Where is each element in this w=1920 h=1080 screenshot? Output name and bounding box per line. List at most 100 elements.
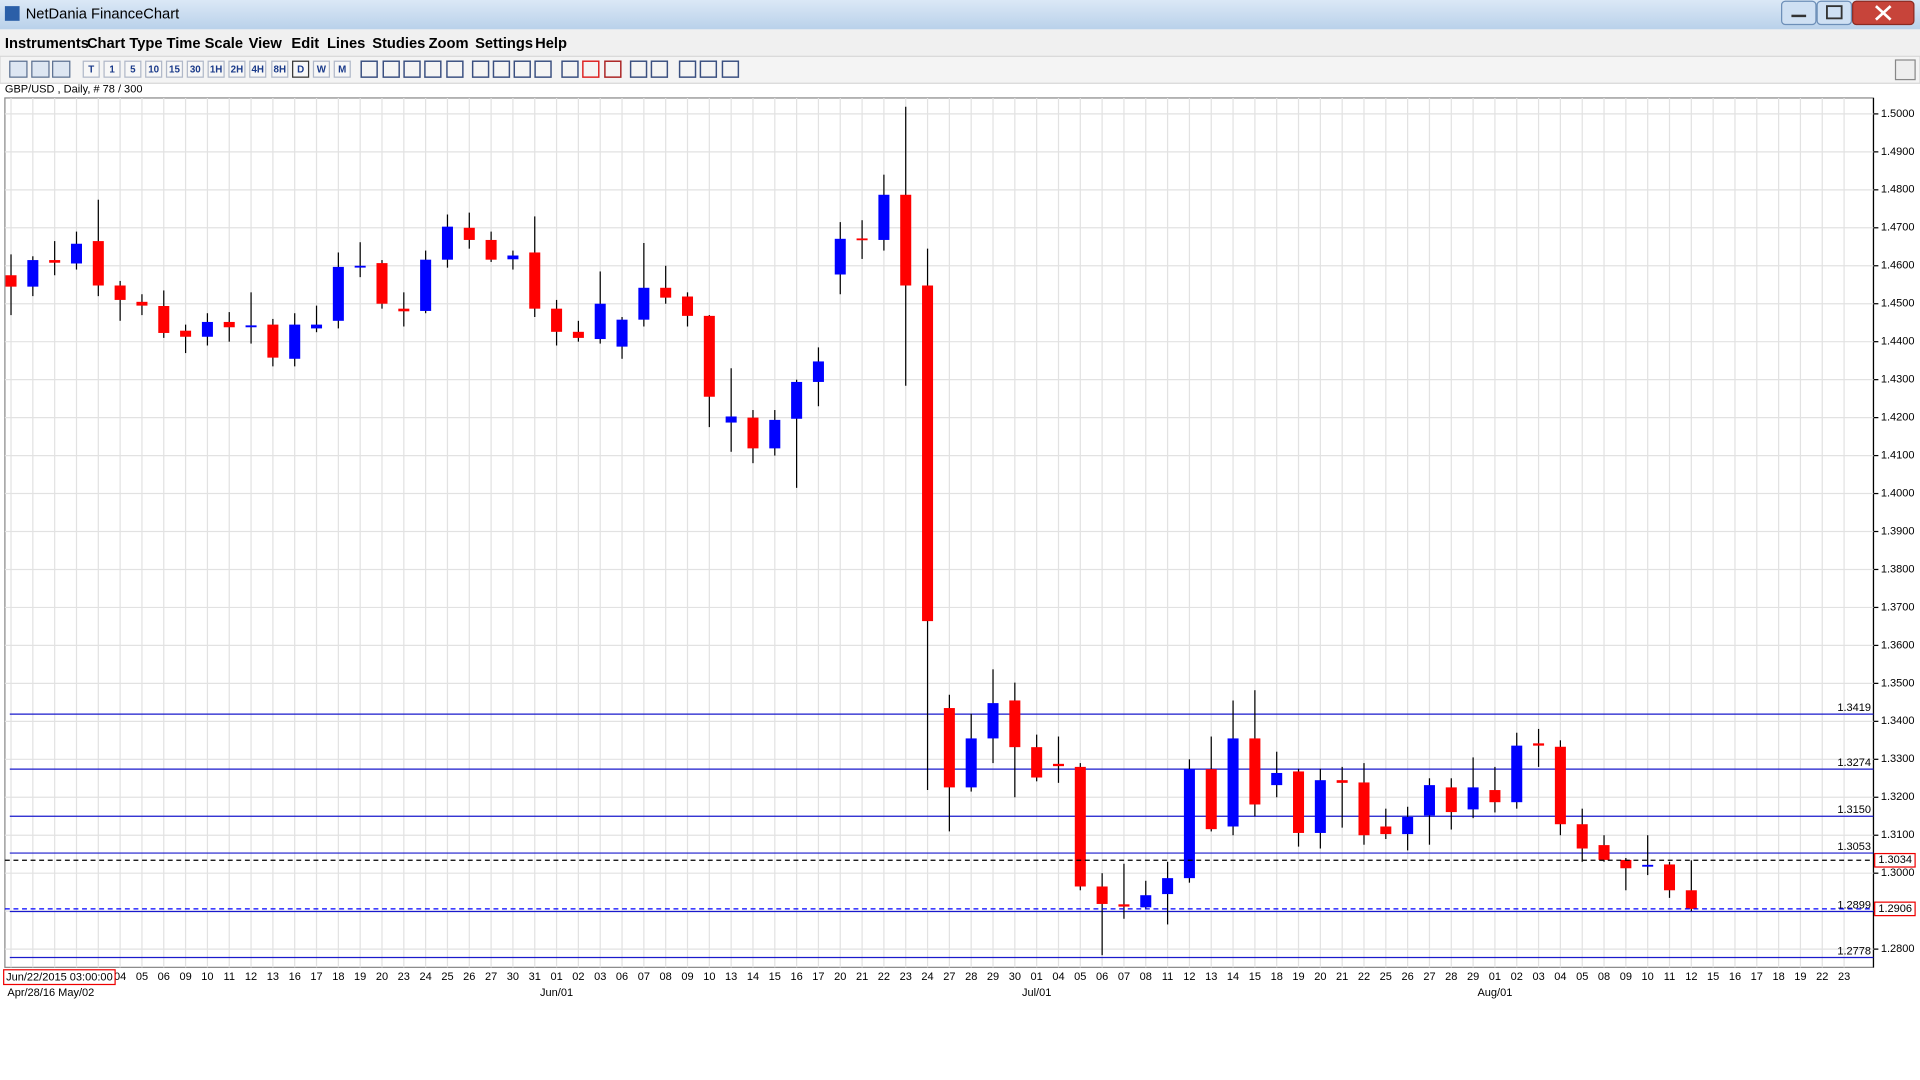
timeframe-button[interactable] (124, 60, 142, 78)
menu-item[interactable]: Edit (291, 36, 319, 52)
candle-body (922, 285, 934, 622)
y-tick-label: 1.3300 (1881, 753, 1915, 765)
x-tick-label: 15 (1249, 971, 1261, 983)
toolbar-icon[interactable] (561, 60, 579, 78)
timeframe-label: 30 (190, 64, 201, 75)
x-tick-label: 02 (572, 971, 584, 983)
x-tick-label: 29 (987, 971, 999, 983)
y-tick-label: 1.4300 (1881, 374, 1915, 386)
timeframe-label: 1H (210, 64, 223, 75)
toolbar-icon[interactable] (534, 60, 552, 78)
candle-body (1205, 769, 1217, 830)
toolbar-icon[interactable] (382, 60, 400, 78)
x-tick-label: 12 (245, 971, 257, 983)
candle-body (1445, 787, 1457, 813)
toolbar-icon[interactable] (678, 60, 697, 78)
timeframe-button[interactable] (186, 60, 204, 78)
menu-item[interactable]: Settings (475, 36, 533, 52)
x-tick-label: 22 (878, 971, 890, 983)
x-tick-label: 28 (1445, 971, 1457, 983)
candle-body (1227, 738, 1239, 827)
timeframe-label: 1 (109, 64, 115, 75)
x-tick-label: 18 (1271, 971, 1283, 983)
x-tick-label: 23 (398, 971, 410, 983)
timeframe-button[interactable] (207, 60, 225, 78)
toolbar-icon[interactable] (582, 60, 600, 78)
menu-item[interactable]: Chart Type (87, 36, 163, 52)
menu-item[interactable]: Instruments (5, 36, 89, 52)
menu-item[interactable]: Help (535, 36, 567, 52)
x-tick-label: 13 (725, 971, 737, 983)
toolbar-icon[interactable] (9, 60, 28, 78)
y-tick-label: 1.2800 (1881, 943, 1915, 955)
toolbar-icon[interactable] (629, 60, 648, 78)
toolbar-icon[interactable] (604, 60, 622, 78)
candle-body (769, 419, 781, 449)
x-tick-label: 11 (1664, 971, 1675, 983)
candle-body (1554, 746, 1566, 825)
menu-item[interactable]: Zoom (429, 36, 469, 52)
x-tick-label: 04 (1052, 971, 1064, 983)
panel-button[interactable] (1894, 59, 1916, 81)
candle-body (311, 324, 323, 329)
timeframe-button[interactable] (103, 60, 121, 78)
timeframe-button[interactable] (228, 60, 246, 78)
toolbar-icon[interactable] (721, 60, 740, 78)
candle-body (376, 263, 388, 304)
timeframe-button[interactable] (82, 60, 100, 78)
candle-body (92, 241, 104, 286)
menu-item[interactable]: Lines (327, 36, 365, 52)
candle-body (1271, 772, 1283, 786)
candle-body (1118, 904, 1130, 907)
toolbar-icon[interactable] (446, 60, 464, 78)
toolbar-icon[interactable] (52, 60, 71, 78)
candle-body (1162, 878, 1174, 895)
x-tick-label: 03 (1532, 971, 1544, 983)
x-tick-label: 08 (1598, 971, 1610, 983)
toolbar-icon[interactable] (650, 60, 669, 78)
level-label: 1.2778 (1837, 945, 1871, 957)
menu-item[interactable]: Time Scale (167, 36, 243, 52)
x-tick-label: 22 (1358, 971, 1370, 983)
candle-body (572, 331, 584, 338)
marker-label: 1.3034 (1878, 854, 1912, 866)
toolbar-icon[interactable] (424, 60, 442, 78)
timeframe-button[interactable] (165, 60, 184, 78)
candle-body (943, 708, 955, 788)
minimize-button[interactable] (1781, 0, 1817, 26)
menu-item[interactable]: View (249, 36, 283, 52)
toolbar-icon[interactable] (471, 60, 490, 78)
candle-body (703, 315, 715, 397)
candle-body (70, 243, 82, 264)
toolbar-icon[interactable] (699, 60, 718, 78)
window-title: NetDania FinanceChart (26, 7, 179, 23)
toolbar-icon[interactable] (31, 60, 50, 78)
month-label: Jul/01 (1022, 987, 1051, 999)
menu-item[interactable]: Studies (372, 36, 425, 52)
timeframe-button[interactable] (271, 60, 289, 78)
toolbar-icon[interactable] (403, 60, 421, 78)
x-tick-label: 01 (550, 971, 562, 983)
timeframe-button[interactable] (312, 60, 330, 78)
candle-body (507, 255, 519, 260)
title-bar (0, 0, 1920, 30)
y-tick-label: 1.4100 (1881, 449, 1915, 461)
candle-body (49, 260, 61, 263)
timeframe-button[interactable] (292, 60, 310, 78)
toolbar-icon[interactable] (360, 60, 378, 78)
toolbar-icon[interactable] (513, 60, 531, 78)
candle-body (1249, 738, 1261, 805)
timeframe-button[interactable] (145, 60, 163, 78)
toolbar-icon[interactable] (492, 60, 511, 78)
timeframe-button[interactable] (249, 60, 267, 78)
timeframe-label: 2H (231, 64, 244, 75)
candle-body (1642, 864, 1654, 867)
timeframe-button[interactable] (333, 60, 351, 78)
candle-body (5, 275, 17, 287)
maximize-button[interactable] (1816, 0, 1853, 26)
x-tick-label: 20 (1314, 971, 1326, 983)
level-label: 1.3053 (1837, 841, 1871, 853)
app-icon (4, 6, 20, 21)
candle-body (1336, 780, 1348, 783)
x-tick-label: 01 (1031, 971, 1043, 983)
